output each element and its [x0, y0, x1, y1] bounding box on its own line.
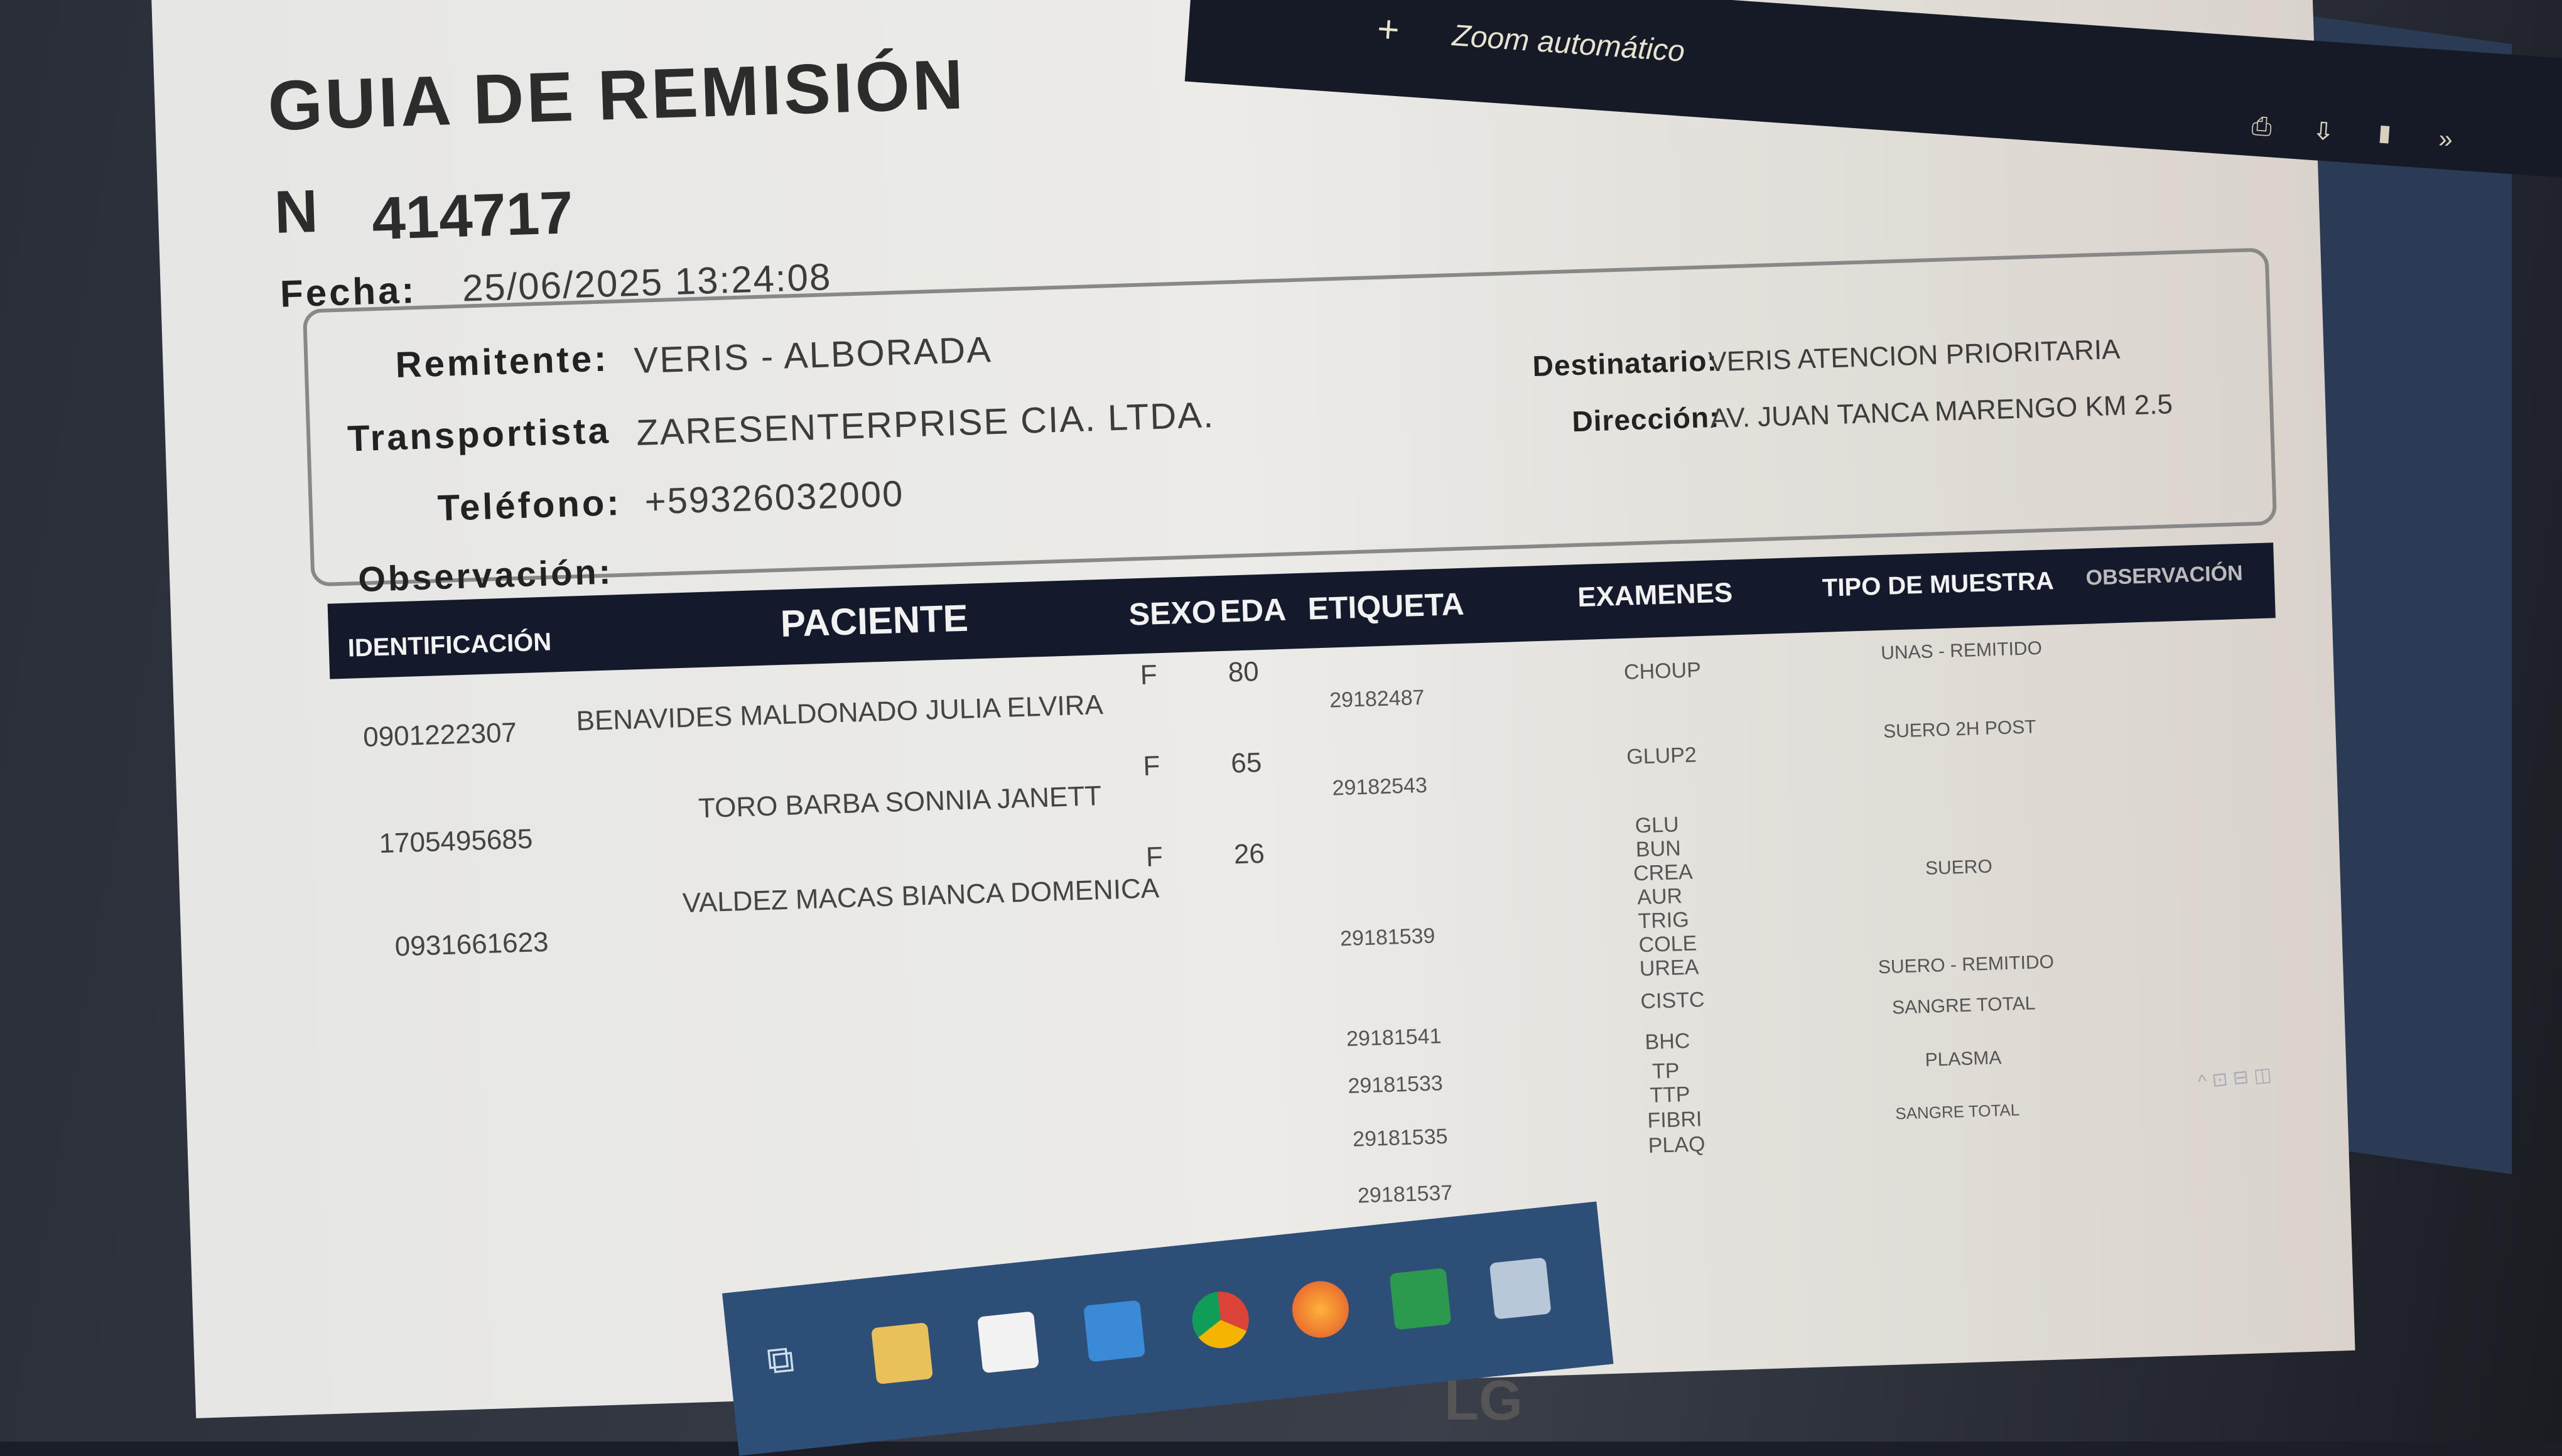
etiqueta: 29182487 — [1329, 685, 1425, 713]
header-eda: EDA — [1219, 591, 1287, 630]
patient-name: BENAVIDES MALDONADO JULIA ELVIRA — [575, 689, 1104, 737]
patient-edad: 80 — [1227, 656, 1260, 688]
examen: AUR — [1636, 884, 1683, 910]
examen: CREA — [1633, 860, 1694, 886]
patient-name: VALDEZ MACAS BIANCA DOMENICA — [682, 873, 1160, 919]
examen: BUN — [1635, 836, 1682, 862]
examen: TRIG — [1637, 907, 1690, 934]
number-label: N — [273, 177, 319, 246]
header-tipo-muestra: TIPO DE MUESTRA — [1822, 567, 2055, 602]
examen: GLUP2 — [1626, 743, 1697, 769]
header-examenes: EXAMENES — [1577, 577, 1733, 613]
telefono-label: Teléfono: — [436, 482, 622, 529]
header-observacion: OBSERVACIÓN — [2085, 561, 2244, 590]
chrome-icon[interactable] — [1189, 1288, 1252, 1351]
tipo-muestra: SUERO - REMITIDO — [1878, 951, 2055, 978]
patient-sexo: F — [1142, 750, 1161, 782]
tipo-muestra: SANGRE TOTAL — [1894, 1100, 2020, 1123]
tipo-muestra: SUERO 2H POST — [1883, 716, 2037, 742]
document-number: 414717 — [370, 179, 575, 253]
header-sexo: SEXO — [1128, 594, 1217, 632]
observacion-label: Observación: — [357, 551, 614, 600]
notes-app-icon[interactable] — [1489, 1257, 1552, 1320]
examen: FIBRI — [1646, 1107, 1702, 1133]
task-view-icon[interactable]: ⧉ — [765, 1337, 796, 1382]
spreadsheet-app-icon[interactable] — [1389, 1268, 1452, 1330]
mail-icon[interactable] — [1083, 1300, 1146, 1362]
direccion-label: Dirección: — [1571, 400, 1721, 438]
header-etiqueta: ETIQUETA — [1307, 586, 1465, 627]
examen: UREA — [1639, 955, 1699, 981]
patient-id: 1705495685 — [378, 823, 534, 860]
patient-name: TORO BARBA SONNIA JANETT — [698, 780, 1102, 824]
tipo-muestra: UNAS - REMITIDO — [1880, 637, 2043, 664]
pdf-page: GUIA DE REMISIÓN N 414717 Fecha: 25/06/2… — [151, 0, 2355, 1418]
patient-edad: 65 — [1230, 747, 1263, 779]
examen: TTP — [1649, 1082, 1691, 1108]
patient-edad: 26 — [1233, 838, 1265, 870]
etiqueta: 29182543 — [1332, 773, 1428, 801]
tipo-muestra: SANGRE TOTAL — [1891, 993, 2036, 1018]
remitente-label: Remitente: — [394, 338, 610, 386]
zoom-in-icon[interactable]: + — [1376, 7, 1401, 51]
firefox-icon[interactable] — [1289, 1278, 1352, 1340]
etiqueta: 29181533 — [1347, 1071, 1444, 1098]
examen: TP — [1651, 1059, 1680, 1084]
patient-id: 0931661623 — [394, 926, 549, 963]
examen: CISTC — [1640, 988, 1705, 1014]
etiqueta: 29181541 — [1346, 1024, 1442, 1052]
examen: CHOUP — [1623, 658, 1702, 684]
examen: COLE — [1638, 931, 1697, 957]
transportista-label: Transportista — [347, 410, 612, 460]
examen: PLAQ — [1648, 1132, 1706, 1158]
document-title: GUIA DE REMISIÓN — [266, 45, 967, 146]
examen: GLU — [1635, 812, 1680, 838]
patient-sexo: F — [1140, 659, 1158, 691]
header-identificacion: IDENTIFICACIÓN — [347, 628, 552, 662]
examen: BHC — [1644, 1028, 1690, 1055]
store-icon[interactable] — [977, 1311, 1040, 1374]
header-paciente: PACIENTE — [779, 596, 969, 645]
destinatario-label: Destinatario: — [1532, 343, 1718, 383]
etiqueta: 29181535 — [1352, 1124, 1449, 1151]
file-explorer-icon[interactable] — [871, 1322, 934, 1385]
tipo-muestra: SUERO — [1925, 856, 1993, 879]
telefono-value: +59326032000 — [644, 473, 905, 522]
toolbar-tools-icons[interactable]: ⎙ ⇩ ▮ » — [2251, 112, 2473, 155]
zoom-select[interactable]: Zoom automático — [1451, 19, 1686, 68]
etiqueta: 29181537 — [1357, 1180, 1453, 1208]
monitor-brand-logo: LG — [1444, 1369, 1523, 1432]
patient-sexo: F — [1145, 841, 1164, 873]
tipo-muestra: PLASMA — [1925, 1047, 2002, 1071]
patient-id: 0901222307 — [362, 717, 517, 753]
etiqueta: 29181539 — [1339, 924, 1435, 951]
